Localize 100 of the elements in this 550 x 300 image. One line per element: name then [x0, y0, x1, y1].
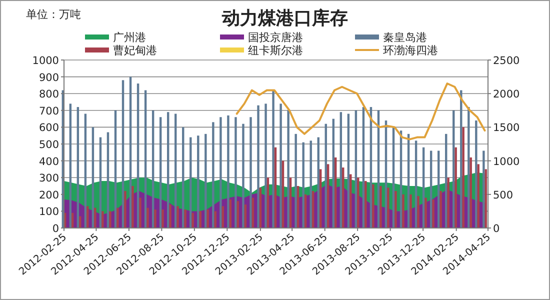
- bar: [354, 110, 358, 228]
- bar: [287, 110, 290, 228]
- bar: [310, 140, 312, 228]
- bar: [146, 208, 149, 228]
- bar: [317, 137, 320, 228]
- bar: [430, 150, 432, 228]
- bar: [197, 136, 200, 228]
- bar: [417, 196, 420, 228]
- bar: [477, 164, 480, 228]
- text: 单位：万吨: [26, 8, 81, 21]
- bar: [454, 147, 457, 228]
- y2-tick-label: 2500: [493, 55, 520, 67]
- bar: [294, 134, 297, 228]
- legend-label: 国投京唐港: [248, 31, 303, 44]
- bar: [324, 124, 327, 228]
- bar: [340, 112, 342, 228]
- bar: [437, 150, 440, 228]
- bar: [162, 210, 164, 228]
- y2-tick-label: 500: [493, 189, 514, 202]
- bar: [94, 208, 96, 228]
- bar: [139, 198, 142, 228]
- bar: [312, 191, 314, 228]
- bar: [174, 114, 177, 228]
- bar: [414, 140, 418, 228]
- bar: [159, 117, 162, 228]
- bar: [169, 204, 172, 228]
- chart-title: 动力煤港口库存: [221, 8, 348, 29]
- y-tick-label: 300: [38, 172, 59, 185]
- bar: [364, 180, 367, 228]
- bar: [334, 157, 337, 228]
- bar: [99, 137, 102, 228]
- bar: [132, 186, 134, 228]
- bar: [257, 105, 260, 228]
- bar: [342, 168, 344, 228]
- bar: [192, 212, 194, 228]
- bar: [432, 199, 434, 228]
- bar: [234, 117, 237, 228]
- y-tick-label: 600: [38, 122, 59, 134]
- legend-label: 曹妃甸港: [113, 44, 157, 57]
- bar: [280, 104, 282, 228]
- bar: [114, 110, 117, 228]
- bar: [350, 174, 352, 228]
- bar: [452, 110, 455, 228]
- bar: [475, 120, 478, 228]
- bar: [144, 90, 147, 228]
- y-tick-label: 900: [38, 72, 59, 84]
- bar: [76, 107, 80, 228]
- bar: [482, 150, 485, 228]
- bar: [84, 114, 87, 228]
- bar: [220, 117, 222, 228]
- y-tick-label: 400: [38, 156, 59, 168]
- bar: [184, 210, 186, 228]
- legend-label: 环渤海四港: [383, 44, 438, 57]
- bar: [266, 178, 270, 228]
- bar: [484, 169, 487, 228]
- y2-tick-label: 0: [493, 223, 500, 235]
- bar: [264, 104, 267, 228]
- y-tick-label: 500: [38, 139, 59, 151]
- legend-label: 广州港: [113, 31, 146, 44]
- bar: [166, 112, 170, 228]
- bar: [69, 104, 72, 228]
- bar: [282, 160, 284, 228]
- bar: [462, 127, 464, 228]
- y-tick-label: 100: [38, 206, 59, 218]
- bar: [176, 206, 179, 228]
- bar: [190, 137, 192, 228]
- bar: [182, 127, 184, 228]
- bar: [109, 211, 112, 228]
- y-tick-label: 200: [38, 189, 59, 202]
- bar: [136, 84, 140, 228]
- bar: [124, 191, 126, 228]
- bar: [274, 147, 277, 228]
- y2-tick-label: 1500: [493, 122, 520, 134]
- bar: [154, 210, 156, 228]
- y-tick-label: 1000: [32, 55, 59, 67]
- bar: [242, 124, 244, 228]
- bar: [392, 127, 395, 228]
- legend-label: 纽卡斯尔港: [248, 44, 303, 57]
- bar: [347, 114, 350, 228]
- legend-label: 秦皇岛港: [383, 31, 427, 44]
- bar: [380, 186, 382, 228]
- bar: [296, 186, 300, 228]
- bar: [332, 118, 334, 228]
- bar: [212, 122, 214, 228]
- y-tick-label: 700: [38, 105, 59, 118]
- bar: [116, 208, 119, 228]
- bar: [102, 211, 104, 228]
- bar: [470, 157, 472, 228]
- bar: [410, 194, 412, 228]
- bar: [289, 178, 292, 228]
- bar: [468, 107, 470, 228]
- bar: [86, 206, 89, 228]
- bar: [272, 90, 274, 228]
- bar: [422, 147, 425, 228]
- y-tick-label: 0: [52, 223, 59, 235]
- y-tick-label: 800: [38, 88, 59, 101]
- bar: [402, 194, 404, 228]
- bar: [250, 117, 252, 228]
- bar: [259, 188, 262, 228]
- y2-tick-label: 1000: [493, 156, 520, 168]
